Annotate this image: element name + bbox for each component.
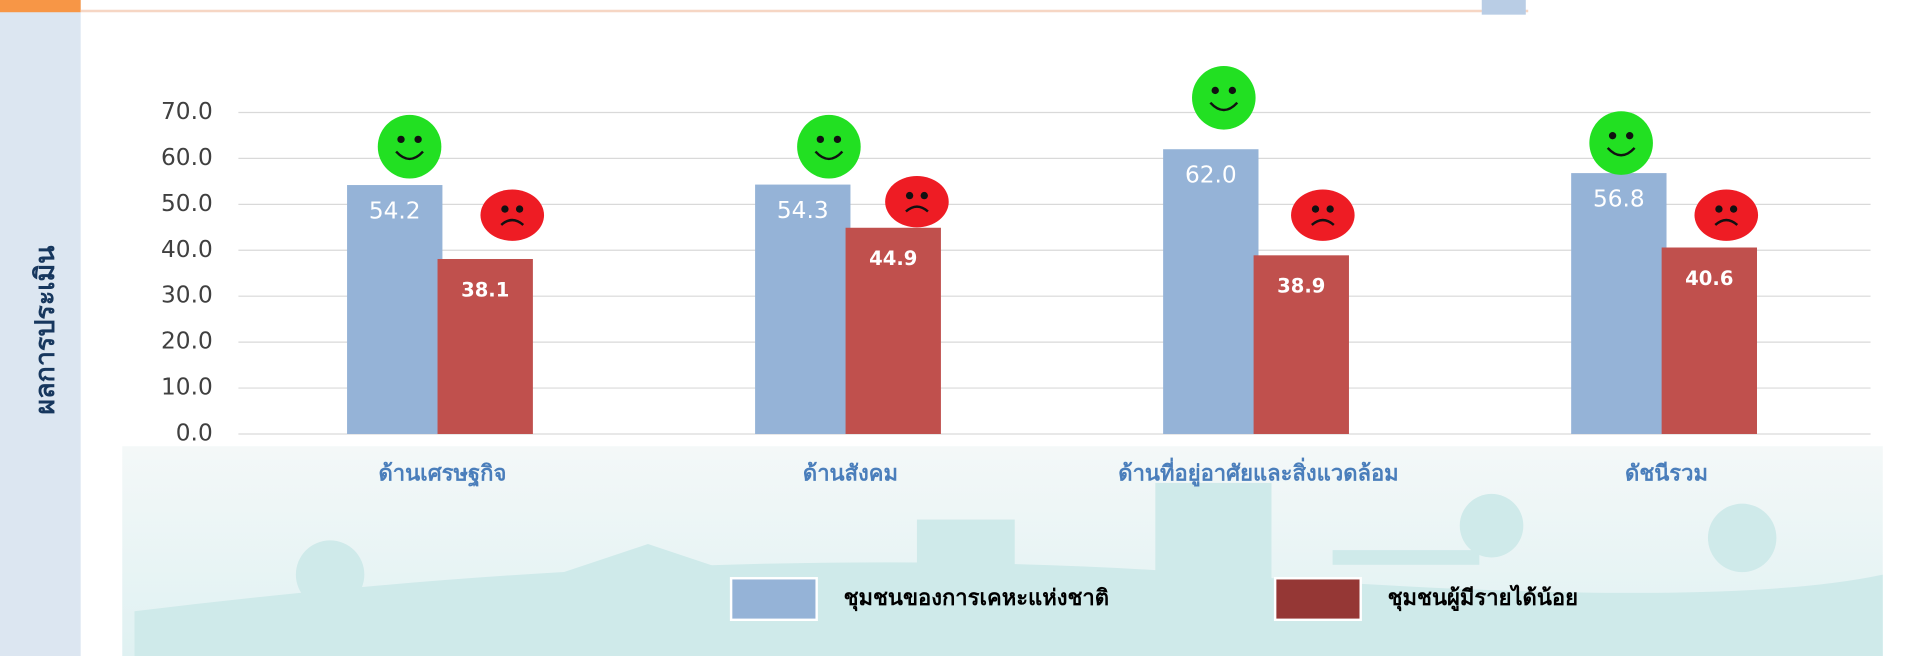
top-accent [0, 0, 81, 12]
x-tick-label: ด้านที่อยู่อาศัยและสิ่งแวดล้อม [1118, 456, 1398, 487]
x-tick-label: ด้านสังคม [803, 461, 898, 486]
legend-swatch [731, 578, 817, 620]
x-tick-label: ด้านเศรษฐกิจ [378, 461, 506, 487]
bar [1163, 149, 1258, 434]
y-tick-label: 20.0 [161, 328, 213, 355]
data-label: 40.6 [1685, 267, 1733, 290]
y-tick-label: 0.0 [176, 419, 213, 446]
y-axis-title: ผลการประเมิน [30, 245, 61, 415]
y-tick-label: 60.0 [161, 144, 213, 171]
y-tick-label: 10.0 [161, 374, 213, 401]
y-tick-label: 50.0 [161, 190, 213, 217]
data-label: 54.3 [777, 197, 829, 224]
legend-label: ชุมชนผู้มีรายได้น้อย [1388, 584, 1578, 612]
data-label: 38.1 [461, 278, 509, 301]
legend-swatch [1275, 578, 1361, 620]
data-label: 44.9 [869, 247, 917, 270]
chart: ผลการประเมิน 0.0 10.0 20.0 30.0 40.0 50.0 60.0… [0, 0, 1917, 656]
data-label: 38.9 [1277, 275, 1325, 298]
y-tick-label: 70.0 [161, 98, 213, 125]
top-tab [1482, 0, 1526, 15]
data-label: 62.0 [1185, 162, 1237, 189]
data-label: 56.8 [1593, 185, 1645, 212]
legend-label: ชุมชนของการเคหะแห่งชาติ [844, 586, 1109, 612]
page: {"chart_data": {"type": "bar", "y_label"… [0, 0, 1917, 656]
y-tick-label: 30.0 [161, 282, 213, 309]
y-tick-label: 40.0 [161, 236, 213, 263]
x-tick-label: ดัชนีรวม [1625, 461, 1708, 486]
data-label: 54.2 [369, 197, 421, 224]
